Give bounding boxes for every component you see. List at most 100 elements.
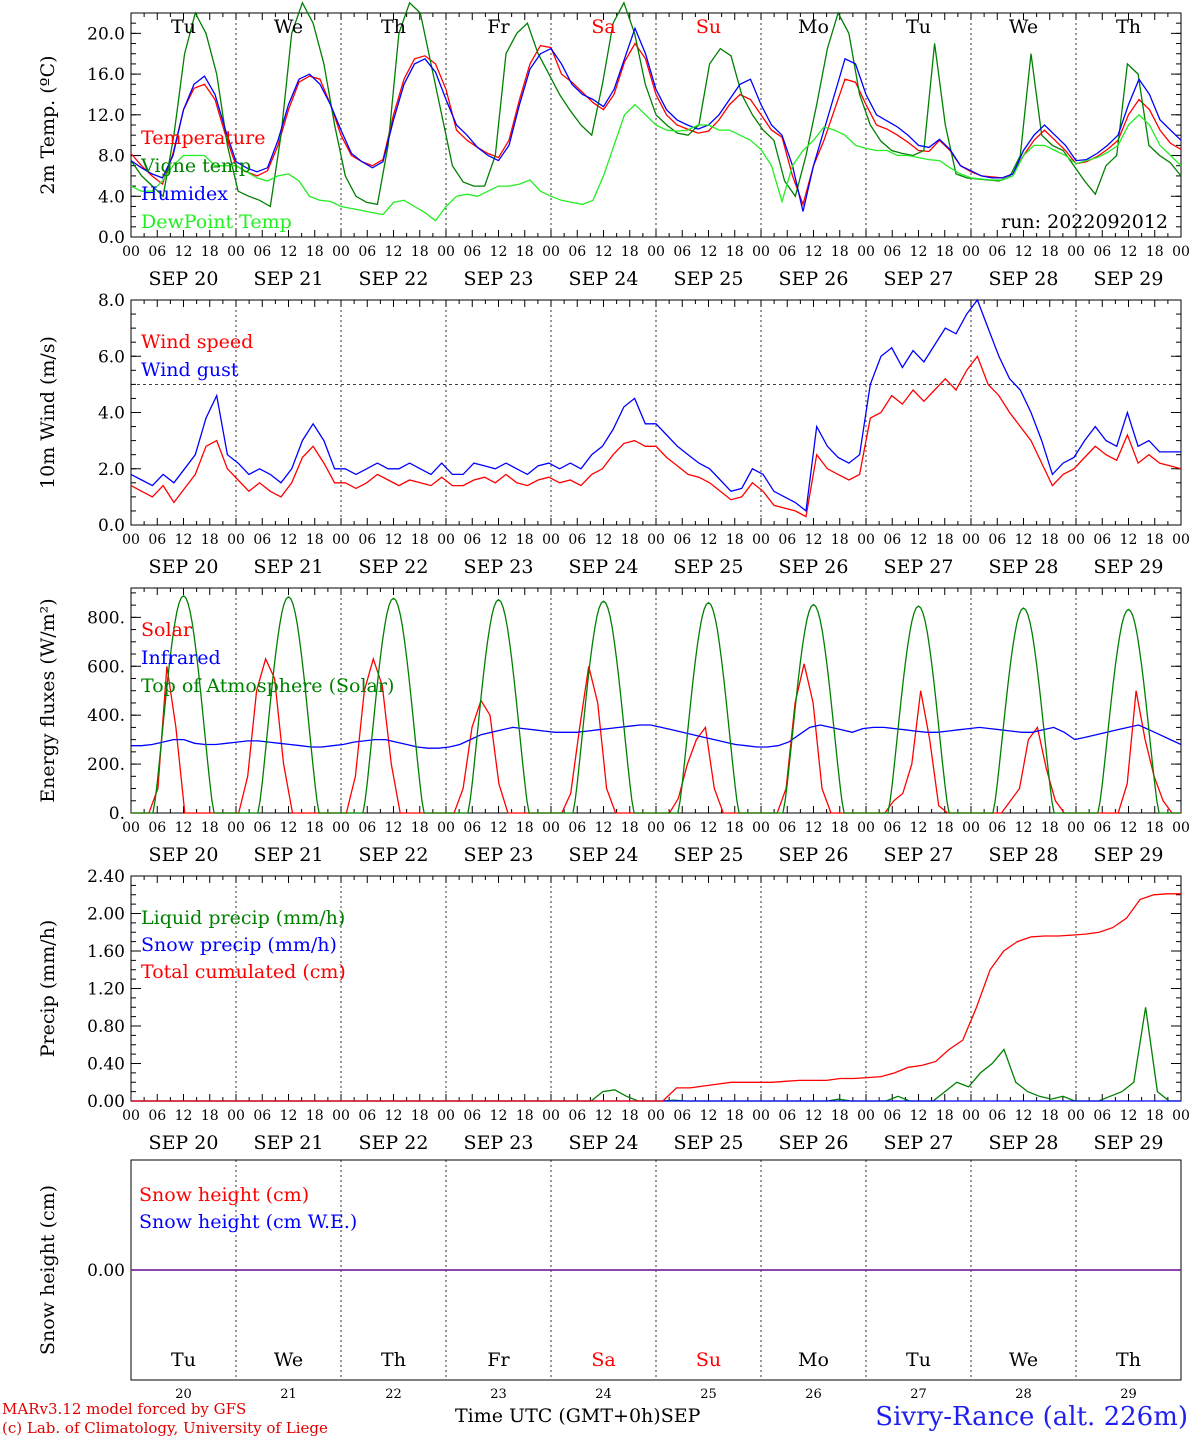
hour-tick-label: 12 [805,532,823,548]
hour-tick-label: 06 [778,1108,796,1124]
day-name-bottom: Th [381,1349,406,1371]
date-label: SEP 28 [989,1132,1059,1154]
hour-tick-label: 06 [883,1108,901,1124]
hour-tick-label: 18 [1041,532,1059,548]
hour-tick-label: 00 [542,532,560,548]
date-label: SEP 21 [254,268,324,290]
hour-tick-label: 12 [805,820,823,836]
y-tick-label: 0.00 [87,1261,125,1281]
hour-tick-label: 18 [516,820,534,836]
hour-tick-label: 18 [621,820,639,836]
hour-tick-label: 00 [332,820,350,836]
legend-entry: Total cumulated (cm) [141,961,346,983]
date-label: SEP 29 [1094,1132,1164,1154]
hour-tick-label: 18 [411,244,429,260]
hour-tick-label: 00 [647,1108,665,1124]
hour-tick-label: 18 [306,1108,324,1124]
hour-tick-label: 18 [516,1108,534,1124]
date-label: SEP 24 [569,1132,639,1154]
hour-tick-label: 18 [936,244,954,260]
hour-tick-label: 12 [490,244,508,260]
hour-tick-label: 18 [411,820,429,836]
day-name-top: Fr [487,16,510,38]
hour-tick-label: 18 [1146,820,1164,836]
hour-tick-label: 18 [1041,820,1059,836]
hour-tick-label: 00 [122,820,140,836]
hour-tick-label: 06 [148,244,166,260]
hour-tick-label: 18 [831,1108,849,1124]
hour-tick-label: 18 [831,820,849,836]
hour-tick-label: 12 [1120,820,1138,836]
day-name-bottom: Tu [906,1349,931,1371]
legend-entry: Top of Atmosphere (Solar) [141,675,394,697]
hour-tick-label: 00 [227,1108,245,1124]
hour-tick-label: 00 [962,244,980,260]
hour-tick-label: 12 [280,820,298,836]
y-tick-label: 600. [87,657,125,677]
hour-tick-label: 00 [752,1108,770,1124]
hour-tick-label: 06 [148,820,166,836]
hour-tick-label: 18 [1041,1108,1059,1124]
day-name-top: Th [381,16,406,38]
date-label: SEP 27 [884,844,954,866]
y-tick-label: 6.0 [98,347,125,367]
hour-tick-label: 06 [358,532,376,548]
hour-tick-label: 00 [122,244,140,260]
y-tick-label: 2.40 [87,867,125,887]
y-tick-label: 2.0 [98,460,125,480]
hour-tick-label: 06 [988,532,1006,548]
y-tick-label: 0.00 [87,1092,125,1112]
hour-tick-label: 00 [1172,532,1190,548]
hour-tick-label: 12 [280,532,298,548]
legend-entry: Liquid precip (mm/h) [141,907,345,929]
series-line [130,354,1182,518]
hour-tick-label: 06 [778,820,796,836]
day-name-top: Th [1116,16,1141,38]
y-tick-label: 8.0 [98,291,125,311]
hour-tick-label: 18 [201,1108,219,1124]
day-number: 23 [490,1387,507,1402]
credit-line-1: MARv3.12 model forced by GFS [2,1400,247,1418]
hour-tick-label: 06 [463,244,481,260]
y-tick-label: 16.0 [87,65,125,85]
hour-tick-label: 00 [1172,820,1190,836]
x-axis-title-text: Time UTC (GMT+0h) [455,1405,661,1427]
hour-tick-label: 12 [910,1108,928,1124]
day-name-bottom: Tu [171,1349,196,1371]
hour-tick-label: 12 [1015,1108,1033,1124]
hour-tick-label: 00 [647,532,665,548]
y-tick-label: 0.40 [87,1055,125,1075]
date-label: SEP 23 [464,1132,534,1154]
date-label: SEP 29 [1094,268,1164,290]
hour-tick-label: 18 [516,244,534,260]
date-label: SEP 20 [149,1132,219,1154]
date-label: SEP 22 [359,268,429,290]
y-tick-label: 20.0 [87,24,125,44]
hour-tick-label: 18 [831,244,849,260]
hour-tick-label: 18 [306,244,324,260]
hour-tick-label: 00 [542,820,560,836]
hour-tick-label: 00 [437,244,455,260]
hour-tick-label: 12 [1120,1108,1138,1124]
day-number: 24 [595,1387,612,1402]
hour-tick-label: 18 [621,532,639,548]
hour-tick-label: 00 [332,1108,350,1124]
day-number: 29 [1120,1387,1137,1402]
hour-tick-label: 06 [988,1108,1006,1124]
date-label: SEP 26 [779,1132,849,1154]
y-tick-label: 400. [87,706,125,726]
hour-tick-label: 18 [306,532,324,548]
hour-tick-label: 12 [490,1108,508,1124]
hour-tick-label: 18 [726,244,744,260]
station-name: Sivry-Rance (alt. 226m) [875,1402,1188,1432]
day-name-bottom: Th [1116,1349,1141,1371]
hour-tick-label: 18 [411,532,429,548]
date-label: SEP 28 [989,268,1059,290]
hour-tick-label: 00 [1067,244,1085,260]
hour-tick-label: 18 [516,532,534,548]
hour-tick-label: 00 [647,820,665,836]
y-tick-label: 4.0 [98,404,125,424]
day-name-top: Su [696,16,721,38]
hour-tick-label: 12 [700,820,718,836]
hour-tick-label: 06 [1093,532,1111,548]
